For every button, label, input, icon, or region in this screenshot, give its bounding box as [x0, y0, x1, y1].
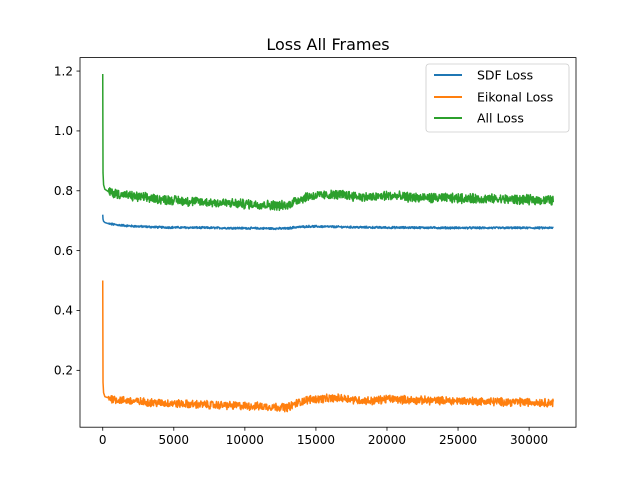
x-tick-label: 15000: [297, 433, 335, 447]
y-tick-label: 0.2: [54, 364, 73, 378]
legend-entry-sdf-loss: SDF Loss: [434, 68, 533, 83]
x-tick-label: 10000: [226, 433, 264, 447]
x-tick-label: 20000: [368, 433, 406, 447]
legend-label-eikonal-loss: Eikonal Loss: [477, 90, 553, 105]
chart-title: Loss All Frames: [266, 35, 389, 54]
legend: SDF Loss Eikonal Loss All Loss: [425, 63, 570, 133]
series-layer: [101, 74, 555, 413]
y-tick-label: 0.4: [54, 304, 73, 318]
x-axis: 0 5000 10000 15000 20000 25000 30000: [99, 427, 548, 447]
x-tick-label: 30000: [510, 433, 548, 447]
y-axis: 0.2 0.4 0.6 0.8 1.0 1.2: [54, 64, 80, 378]
series-line-sdf-loss: [101, 214, 554, 231]
legend-label-sdf-loss: SDF Loss: [477, 68, 533, 83]
legend-box: [425, 63, 570, 133]
x-tick-label: 25000: [439, 433, 477, 447]
series-line-all-loss: [101, 74, 555, 212]
series-line-eikonal-loss: [101, 280, 555, 413]
y-tick-label: 0.8: [54, 184, 73, 198]
legend-entry-eikonal-loss: Eikonal Loss: [434, 90, 553, 105]
plot-frame: [79, 57, 577, 428]
legend-entry-all-loss: All Loss: [434, 111, 524, 126]
y-tick-label: 1.2: [54, 64, 73, 78]
x-tick-label: 0: [99, 433, 107, 447]
legend-label-all-loss: All Loss: [477, 111, 524, 126]
y-tick-label: 1.0: [54, 124, 73, 138]
y-tick-label: 0.6: [54, 244, 73, 258]
x-tick-label: 5000: [159, 433, 190, 447]
